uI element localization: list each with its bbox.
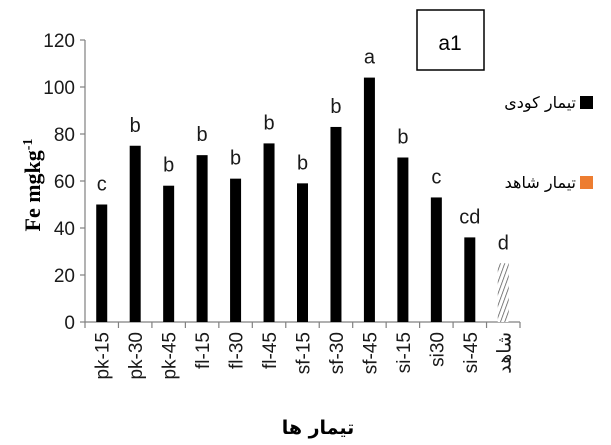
significance-letter: a bbox=[364, 47, 376, 69]
bar-treatment bbox=[263, 143, 275, 322]
y-tick-label: 100 bbox=[43, 78, 75, 99]
significance-letter: cd bbox=[459, 206, 480, 228]
legend-entry-control: تیمار شاهد bbox=[505, 173, 593, 193]
x-axis-title: تیمار ها bbox=[282, 417, 355, 439]
significance-letter: c bbox=[97, 174, 107, 196]
bar-treatment bbox=[330, 126, 342, 322]
significance-letter: b bbox=[163, 155, 174, 177]
x-tick-label: pk-45 bbox=[160, 332, 181, 380]
bar-treatment bbox=[196, 155, 208, 322]
bar-treatment bbox=[96, 204, 108, 322]
legend-entry-treatment: تیمار کودی bbox=[504, 93, 593, 113]
legend-label-treatment: تیمار کودی bbox=[504, 93, 576, 113]
bar-treatment bbox=[129, 145, 141, 322]
bar-treatment bbox=[430, 197, 442, 322]
y-tick-label: 80 bbox=[54, 125, 75, 146]
annotation-label: a1 bbox=[438, 32, 461, 55]
y-axis-title-main: Fe mgkg bbox=[20, 150, 45, 231]
y-tick-label: 20 bbox=[54, 266, 75, 287]
bar-treatment bbox=[297, 183, 308, 322]
y-tick-label: 0 bbox=[64, 313, 75, 334]
bar-treatment bbox=[230, 178, 242, 322]
x-tick-label: fl-30 bbox=[227, 332, 248, 369]
x-axis: pk-15 pk-30 pk-45 fl-15 fl-30 fl-45 sf-15 sf-30… bbox=[84, 321, 521, 380]
x-tick-label: pk-30 bbox=[126, 332, 147, 380]
bar-treatment bbox=[464, 237, 476, 322]
x-tick-label: fl-45 bbox=[260, 332, 281, 369]
significance-letter: b bbox=[297, 152, 308, 174]
significance-letter: b bbox=[130, 115, 141, 137]
significance-letter: b bbox=[197, 124, 208, 146]
y-axis-title: Fe mgkg-1 bbox=[20, 139, 45, 232]
x-tick-label: شاهد bbox=[494, 332, 515, 374]
x-tick-label: sf-30 bbox=[327, 332, 348, 374]
y-axis: 0 20 40 60 80 100 120 bbox=[43, 31, 86, 334]
x-tick-label: fl-15 bbox=[193, 332, 214, 369]
legend: تیمار کودی تیمار شاهد bbox=[504, 93, 593, 193]
bar-treatment bbox=[397, 157, 409, 322]
bar-control bbox=[497, 263, 509, 322]
significance-letter: b bbox=[230, 148, 241, 170]
x-tick-label: si-45 bbox=[461, 332, 482, 373]
bars bbox=[96, 77, 509, 322]
significance-letter: b bbox=[263, 112, 274, 134]
x-tick-label: si-15 bbox=[394, 332, 415, 373]
significance-letter: d bbox=[498, 232, 509, 254]
bar-treatment bbox=[363, 77, 375, 322]
significance-letter: b bbox=[330, 96, 341, 118]
y-axis-title-superscript: -1 bbox=[21, 139, 36, 151]
x-tick-label: si30 bbox=[427, 332, 448, 367]
significance-letter: b bbox=[397, 127, 408, 149]
significance-letter: c bbox=[431, 166, 441, 188]
y-tick-label: 120 bbox=[43, 31, 75, 52]
legend-swatch-control bbox=[580, 176, 593, 189]
x-tick-label: sf-15 bbox=[294, 332, 315, 374]
x-tick-label: sf-45 bbox=[360, 332, 381, 374]
annotation-box bbox=[416, 9, 485, 71]
bar-treatment bbox=[163, 185, 175, 322]
y-tick-label: 60 bbox=[54, 172, 75, 193]
legend-swatch-treatment bbox=[580, 96, 593, 109]
x-tick-label: pk-15 bbox=[93, 332, 114, 380]
legend-label-control: تیمار شاهد bbox=[505, 173, 576, 193]
y-tick-label: 40 bbox=[54, 219, 75, 240]
